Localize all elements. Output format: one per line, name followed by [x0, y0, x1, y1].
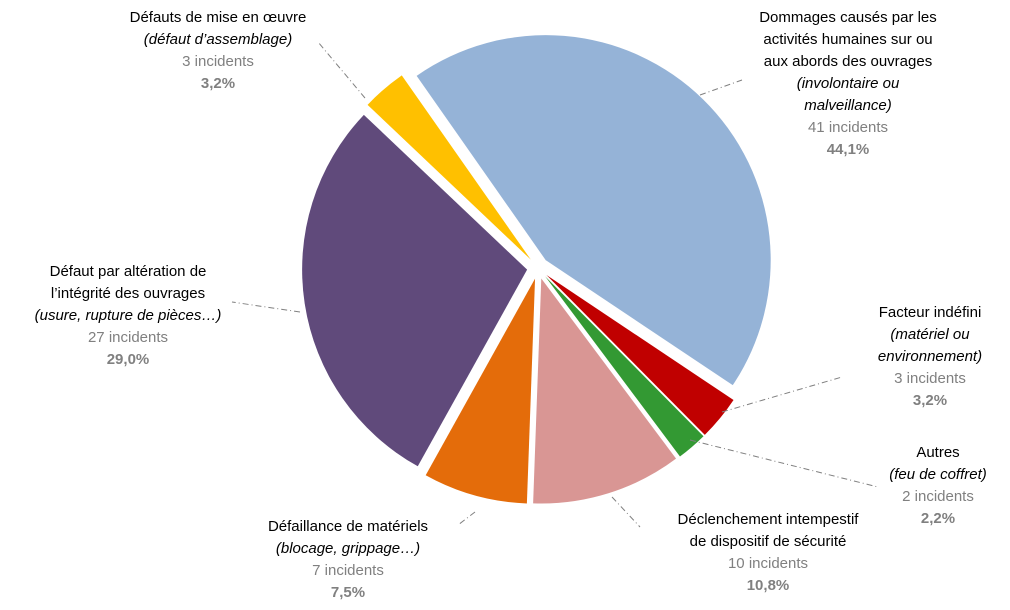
leader-line — [699, 79, 743, 96]
slice-name: Dommages causés par les — [759, 9, 937, 26]
value-label: 3,2% — [201, 75, 235, 92]
value-label: 10,8% — [747, 577, 790, 594]
slice-description: malveillance) — [804, 97, 892, 114]
slice-description: (défaut d’assemblage) — [144, 31, 292, 48]
slice-description: (feu de coffret) — [889, 466, 987, 483]
leader-line — [231, 301, 301, 313]
slice-name: Facteur indéfini — [879, 304, 982, 321]
slice-name: de dispositif de sécurité — [690, 533, 847, 550]
slice-name: Déclenchement intempestif — [678, 511, 860, 528]
slice-name: Autres — [916, 444, 959, 461]
leader-line — [457, 511, 476, 526]
leader-line — [317, 41, 366, 99]
slice-description: (matériel ou — [890, 326, 970, 343]
pie-slice — [546, 274, 734, 435]
value-label: 7,5% — [331, 584, 365, 601]
slice-description: (usure, rupture de pièces…) — [35, 307, 222, 324]
value-label: 3,2% — [913, 392, 947, 409]
incident-count: 2 incidents — [902, 488, 974, 505]
incident-count: 3 incidents — [182, 53, 254, 70]
value-label: 29,0% — [107, 351, 150, 368]
slice-name: Défaillance de matériels — [268, 518, 428, 535]
leader-line — [689, 439, 879, 488]
pie-slice — [545, 276, 704, 457]
slice-description: environnement) — [878, 348, 982, 365]
incident-count: 10 incidents — [728, 555, 808, 572]
slice-name: l’intégrité des ouvrages — [51, 285, 205, 302]
incident-count: 3 incidents — [894, 370, 966, 387]
slice-name: Défaut par altération de — [50, 263, 207, 280]
leader-line — [721, 376, 843, 413]
incident-count: 27 incidents — [88, 329, 168, 346]
slice-description: (blocage, grippage…) — [276, 540, 420, 557]
slice-name: activités humaines sur ou — [763, 31, 932, 48]
pie-slice — [425, 278, 536, 504]
incident-count: 41 incidents — [808, 119, 888, 136]
pie-slice — [416, 35, 771, 386]
value-label: 2,2% — [921, 510, 955, 527]
incident-count: 7 incidents — [312, 562, 384, 579]
pie-slice — [367, 75, 531, 260]
pie-slice — [302, 114, 528, 467]
value-label: 44,1% — [827, 141, 870, 158]
slice-name: Défauts de mise en œuvre — [130, 9, 307, 26]
leader-line — [611, 496, 641, 528]
slice-description: (involontaire ou — [797, 75, 900, 92]
pie-slice — [533, 278, 677, 504]
slice-name: aux abords des ouvrages — [764, 53, 932, 70]
